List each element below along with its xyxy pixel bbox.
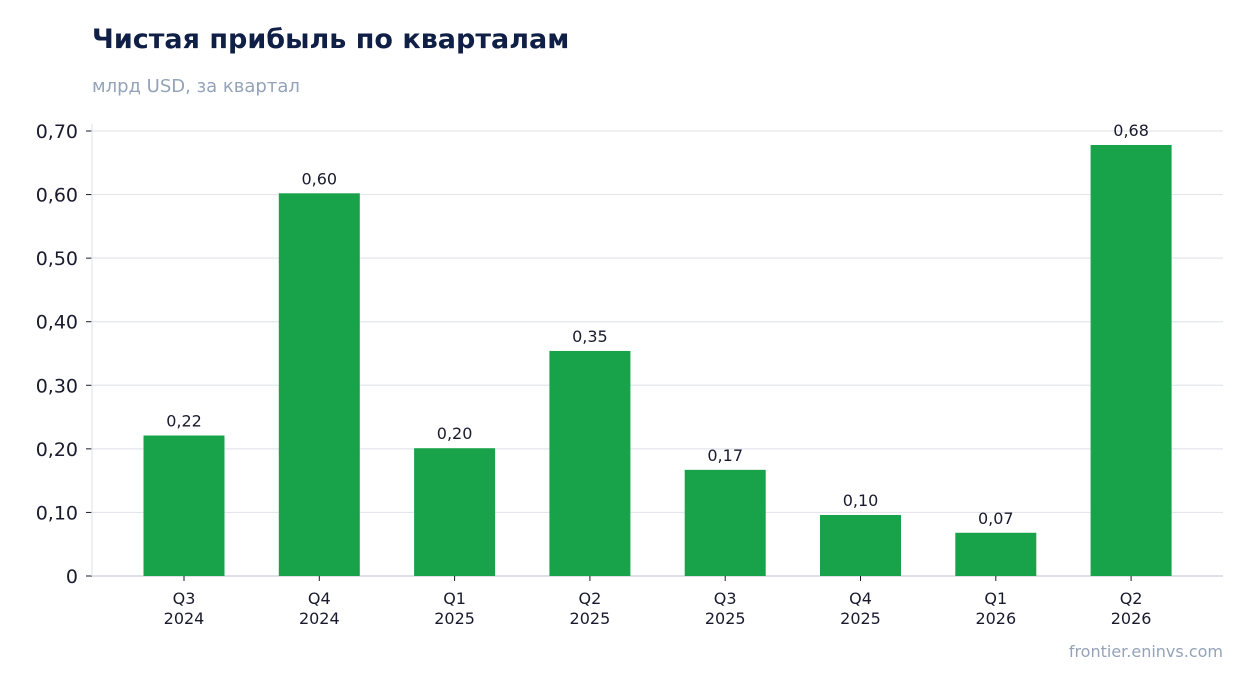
bar: [549, 350, 631, 576]
x-tick-label: Q2 2026: [1111, 589, 1152, 628]
y-tick-label: 0,50: [36, 248, 78, 270]
data-label: 0,07: [978, 509, 1014, 528]
y-tick-label: 0,20: [36, 439, 78, 461]
x-tick-label: Q4 2024: [299, 589, 340, 628]
data-label: 0,20: [437, 424, 473, 443]
y-tick-label: 0: [66, 566, 78, 588]
y-tick-label: 0,10: [36, 502, 78, 524]
bar: [414, 448, 496, 576]
y-tick-label: 0,60: [36, 185, 78, 207]
x-tick-label: Q3 2024: [164, 589, 205, 628]
data-label: 0,68: [1113, 121, 1149, 140]
x-tick-label: Q4 2025: [840, 589, 881, 628]
bar: [143, 435, 225, 576]
bar: [1090, 144, 1172, 576]
bar: [278, 193, 360, 577]
data-label: 0,60: [301, 169, 337, 188]
bar: [684, 469, 766, 576]
bar: [820, 514, 901, 576]
y-tick-label: 0,40: [36, 312, 78, 334]
y-tick-label: 0,70: [36, 121, 78, 143]
data-label: 0,22: [166, 412, 202, 431]
x-tick-label: Q1 2026: [975, 589, 1016, 628]
x-tick-label: Q1 2025: [434, 589, 475, 628]
chart-subtitle: млрд USD, за квартал: [92, 76, 300, 97]
source-label: frontier.eninvs.com: [1068, 642, 1223, 661]
x-tick-label: Q2 2025: [570, 589, 611, 628]
chart-title: Чистая прибыль по кварталам: [92, 24, 570, 55]
data-label: 0,10: [843, 491, 879, 510]
x-tick-label: Q3 2025: [705, 589, 746, 628]
data-label: 0,35: [572, 327, 608, 346]
y-tick-label: 0,30: [36, 375, 78, 397]
data-label: 0,17: [707, 446, 743, 465]
bar: [955, 532, 1037, 576]
